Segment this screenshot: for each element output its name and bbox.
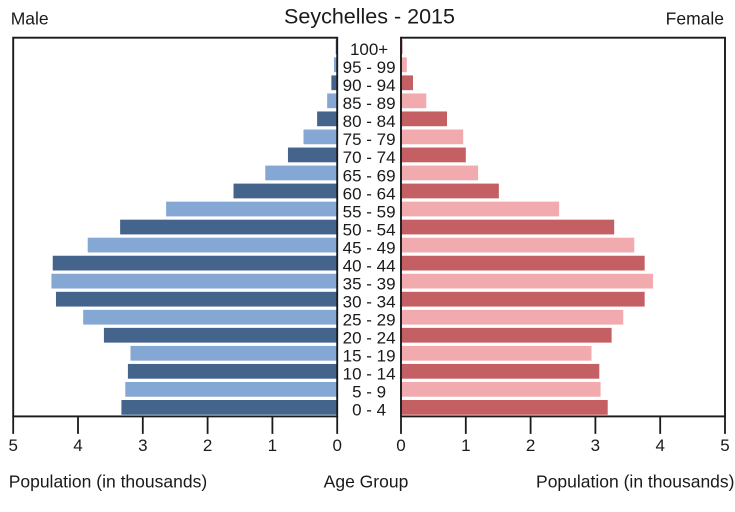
svg-text:Female: Female (666, 9, 724, 29)
svg-text:55 - 59: 55 - 59 (343, 202, 396, 221)
svg-text:Population (in thousands): Population (in thousands) (9, 472, 207, 492)
svg-text:5: 5 (720, 436, 729, 455)
svg-text:50 - 54: 50 - 54 (343, 220, 396, 239)
svg-text:10 - 14: 10 - 14 (343, 365, 396, 384)
svg-text:15 - 19: 15 - 19 (343, 347, 396, 366)
svg-text:3: 3 (138, 436, 147, 455)
svg-text:95 - 99: 95 - 99 (343, 58, 396, 77)
svg-text:25 - 29: 25 - 29 (343, 311, 396, 330)
svg-text:1: 1 (461, 436, 470, 455)
svg-text:5 - 9: 5 - 9 (352, 383, 386, 402)
svg-text:60 - 64: 60 - 64 (343, 184, 396, 203)
svg-text:0: 0 (396, 436, 405, 455)
svg-text:45 - 49: 45 - 49 (343, 238, 396, 257)
svg-text:35 - 39: 35 - 39 (343, 274, 396, 293)
svg-text:2: 2 (526, 436, 535, 455)
svg-text:65 - 69: 65 - 69 (343, 166, 396, 185)
svg-text:Male: Male (11, 9, 49, 29)
svg-text:90 - 94: 90 - 94 (343, 76, 396, 95)
svg-text:0: 0 (332, 436, 341, 455)
svg-text:4: 4 (655, 436, 664, 455)
svg-text:2: 2 (203, 436, 212, 455)
svg-text:5: 5 (8, 436, 17, 455)
svg-text:30 - 34: 30 - 34 (343, 292, 396, 311)
svg-text:0 - 4: 0 - 4 (352, 401, 386, 420)
svg-text:3: 3 (591, 436, 600, 455)
svg-text:20 - 24: 20 - 24 (343, 329, 396, 348)
svg-text:Seychelles - 2015: Seychelles - 2015 (284, 5, 455, 29)
svg-text:75 - 79: 75 - 79 (343, 130, 396, 149)
svg-text:Population (in thousands): Population (in thousands) (536, 472, 734, 492)
svg-text:40 - 44: 40 - 44 (343, 256, 396, 275)
svg-text:80 - 84: 80 - 84 (343, 112, 396, 131)
svg-text:85 - 89: 85 - 89 (343, 94, 396, 113)
svg-text:4: 4 (73, 436, 82, 455)
svg-text:100+: 100+ (350, 40, 388, 59)
svg-text:1: 1 (268, 436, 277, 455)
svg-text:Age Group: Age Group (324, 472, 409, 492)
svg-text:70 - 74: 70 - 74 (343, 148, 396, 167)
